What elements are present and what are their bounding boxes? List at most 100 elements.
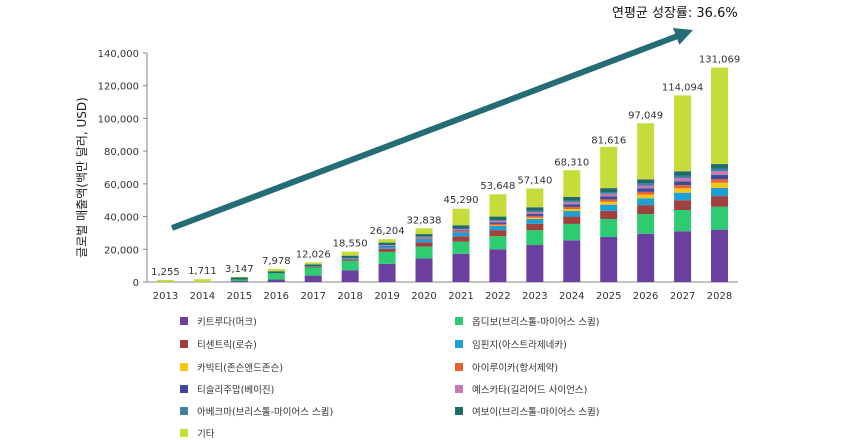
y-axis-title: 글로벌 매출액(백만 달러, USD) xyxy=(75,97,89,258)
bar-segment xyxy=(563,170,581,197)
bar-segment xyxy=(526,207,544,211)
bar-segment xyxy=(378,246,396,249)
bar-segment xyxy=(637,179,655,184)
x-tick-label: 2019 xyxy=(374,291,399,302)
bar-total-label: 131,069 xyxy=(699,55,740,66)
bar-segment xyxy=(637,198,655,206)
bar-segment xyxy=(378,245,396,247)
bar-segment xyxy=(526,217,544,219)
bar-total-label: 1,711 xyxy=(188,266,217,277)
bar-total-label: 81,616 xyxy=(591,135,626,146)
bar-segment xyxy=(452,231,470,233)
x-tick-label: 2017 xyxy=(300,291,325,302)
x-tick-label: 2027 xyxy=(670,291,695,302)
bar-segment xyxy=(674,200,692,211)
bar-segment xyxy=(711,206,729,230)
bar-segment xyxy=(378,251,396,264)
bar-total-label: 45,290 xyxy=(443,195,478,206)
bar-segment xyxy=(563,204,581,207)
x-tick-label: 2014 xyxy=(190,291,215,302)
bar-segment xyxy=(637,214,655,234)
bar-segment xyxy=(415,237,433,239)
bar-segment xyxy=(489,194,507,217)
bar-segment xyxy=(452,253,470,282)
bar-segment xyxy=(341,258,359,260)
bar-segment xyxy=(304,262,322,265)
growth-trend-arrowhead xyxy=(672,27,693,45)
bar-segment xyxy=(489,220,507,221)
bar-segment xyxy=(674,185,692,189)
x-tick-label: 2021 xyxy=(448,291,473,302)
bar-segment xyxy=(341,251,359,256)
y-tick-label: 80,000 xyxy=(104,147,139,158)
x-tick-label: 2015 xyxy=(227,291,252,302)
bar-segment xyxy=(489,230,507,237)
x-tick-label: 2024 xyxy=(559,291,584,302)
bar-segment xyxy=(267,279,285,282)
bar-segment xyxy=(304,275,322,282)
bar-segment xyxy=(637,205,655,215)
bar-segment xyxy=(230,276,248,278)
bar-segment xyxy=(674,177,692,182)
bar-segment xyxy=(452,241,470,254)
y-tick-label: 0 xyxy=(133,278,139,289)
bar-segment xyxy=(526,223,544,231)
bar-segment xyxy=(674,192,692,201)
y-tick-label: 60,000 xyxy=(104,180,139,191)
bar-segment xyxy=(452,225,470,229)
x-tick-label: 2026 xyxy=(633,291,658,302)
bar-segment xyxy=(637,185,655,189)
bar-segment xyxy=(489,249,507,282)
bar-segment xyxy=(563,209,581,212)
bar-segment xyxy=(378,239,396,243)
bar-segment xyxy=(415,236,433,238)
bar-segment xyxy=(452,236,470,242)
x-tick-label: 2016 xyxy=(264,291,289,302)
bar-segment xyxy=(341,259,359,261)
bar-segment xyxy=(341,257,359,259)
bar-segment xyxy=(193,279,211,282)
bar-segment xyxy=(526,215,544,218)
bar-segment xyxy=(526,188,544,208)
bar-segment xyxy=(563,196,581,201)
bar-segment xyxy=(600,237,618,282)
bar-segment xyxy=(452,232,470,237)
bar-segment xyxy=(711,187,729,197)
bar-segment xyxy=(600,192,618,194)
bar-segment xyxy=(489,225,507,231)
bar-segment xyxy=(230,281,248,282)
bar-segment xyxy=(600,146,618,189)
bar-segment xyxy=(637,191,655,195)
bar-segment xyxy=(415,246,433,259)
bar-segment xyxy=(563,206,581,210)
bar-segment xyxy=(711,182,729,188)
bar-segment xyxy=(304,267,322,276)
bar-segment xyxy=(489,223,507,226)
bar-segment xyxy=(415,242,433,247)
bar-segment xyxy=(563,211,581,217)
bar-segment xyxy=(304,266,322,268)
bar-segment xyxy=(711,164,729,169)
bar-segment xyxy=(711,179,729,183)
bar-segment xyxy=(600,193,618,197)
bar-segment xyxy=(711,171,729,175)
bar-segment xyxy=(341,255,359,258)
bar-segment xyxy=(711,196,729,207)
bar-segment xyxy=(600,210,618,220)
bar-segment xyxy=(674,188,692,193)
bar-total-label: 1,255 xyxy=(151,267,180,278)
bar-segment xyxy=(563,223,581,241)
bar-segment xyxy=(378,263,396,282)
bar-segment xyxy=(415,238,433,239)
bar-segment xyxy=(415,258,433,282)
bar-segment xyxy=(600,201,618,205)
bar-segment xyxy=(526,245,544,282)
bar-segment xyxy=(600,199,618,202)
y-tick-label: 100,000 xyxy=(98,114,139,125)
growth-trend-arrow xyxy=(170,31,685,231)
bar-segment xyxy=(674,95,692,172)
bar-segment xyxy=(600,196,618,200)
bar-total-label: 97,049 xyxy=(628,110,663,121)
bar-segment xyxy=(452,230,470,232)
x-tick-label: 2023 xyxy=(522,291,547,302)
